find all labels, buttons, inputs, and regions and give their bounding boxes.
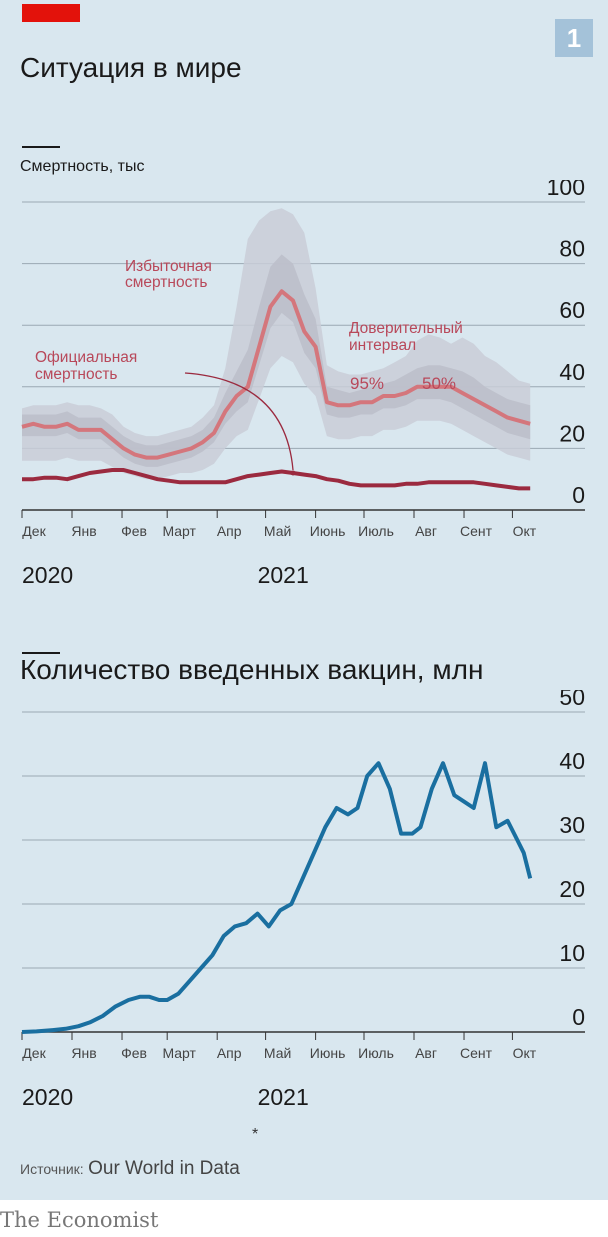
- brand-red-bar: [22, 4, 80, 22]
- chart-2-x-tick-label: Июнь: [310, 1045, 346, 1061]
- interval-annotation-line-2: интервал: [349, 337, 416, 354]
- chart-1-x-tick-label: Окт: [513, 523, 537, 539]
- chart-2-y-tick-label: 30: [559, 812, 585, 838]
- chart-2-y-tick-label: 40: [559, 748, 585, 774]
- chart-1-x-tick-label: Авг: [415, 523, 437, 539]
- official-mortality-line: [22, 468, 531, 491]
- chart-1-year-label: 2021: [258, 562, 309, 588]
- chart-panel: 1 Ситуация в мире Смертность, тыс 0 20 40 6…: [0, 0, 608, 1200]
- ci95-label: 95%: [350, 374, 384, 393]
- source-note: Источник: Our World in Data: [20, 1158, 240, 1180]
- chart-1-y-tick-label: 100: [547, 180, 585, 200]
- chart-2-x-tick-label: Май: [264, 1045, 291, 1061]
- chart-1-y-tick-label: 80: [559, 236, 585, 262]
- chart-1-y-axis-label: Смертность, тыс: [20, 158, 145, 175]
- chart-1-y-tick-label: 0: [572, 482, 585, 508]
- chart-1-label-rule: [22, 146, 60, 148]
- chart-2-y-tick-label: 10: [559, 940, 585, 966]
- chart-2-y-tick-label: 20: [559, 876, 585, 902]
- chart-2-vaccines: 0 10 20 30 40 50 Дек Янв Фев Март Апр Май Июнь Июль Ав…: [21, 690, 585, 1110]
- official-leader-line: [184, 372, 294, 471]
- interval-annotation-line-1: Доверительный: [349, 320, 463, 337]
- chart-2-x-tick-label: Дек: [22, 1045, 46, 1061]
- chart-2-year-label: 2021: [258, 1084, 309, 1110]
- chart-1-x-tick-label: Янв: [71, 523, 96, 539]
- chart-1-x-tick-label: Дек: [22, 523, 46, 539]
- chart-2-x-tick-label: Апр: [217, 1045, 242, 1061]
- chart-2-title: Количество введенных вакцин, млн: [20, 654, 484, 685]
- chart-number-badge: 1: [555, 19, 593, 57]
- chart-1-mortality: 0 20 40 60 80 100 Дек Янв Фев Март Апр Май Июнь Июль А…: [21, 180, 585, 588]
- chart-2-x-tick-label: Март: [162, 1045, 196, 1061]
- chart-1-x-tick-label: Сент: [460, 523, 493, 539]
- excess-mortality-line: [21, 289, 531, 460]
- vaccines-line: [21, 761, 533, 1034]
- official-annotation-line-1: Официальная: [35, 349, 137, 366]
- chart-2-year-label: 2020: [22, 1084, 73, 1110]
- brand-wordmark: The Economist: [0, 1208, 159, 1232]
- chart-2-x-tick-label: Янв: [71, 1045, 96, 1061]
- chart-1-y-tick-label: 60: [559, 297, 585, 323]
- chart-1-x-tick-label: Фев: [121, 523, 147, 539]
- chart-2-x-tick-label: Фев: [121, 1045, 147, 1061]
- chart-2-x-tick-label: Авг: [415, 1045, 437, 1061]
- chart-2-y-tick-label: 0: [572, 1004, 585, 1030]
- footnote-asterisk: *: [252, 1126, 259, 1143]
- chart-1-x-tick-label: Июль: [358, 523, 394, 539]
- chart-1-x-tick-label: Июнь: [310, 523, 346, 539]
- official-annotation-line-2: смертность: [35, 366, 118, 383]
- chart-2-x-tick-label: Сент: [460, 1045, 493, 1061]
- source-label: Источник:: [20, 1161, 84, 1177]
- chart-1-x-tick-label: Март: [162, 523, 196, 539]
- chart-1-x-tick-label: Май: [264, 523, 291, 539]
- chart-2-title-rule: [22, 652, 60, 654]
- chart-1-x-tick-label: Апр: [217, 523, 242, 539]
- chart-1-y-tick-label: 20: [559, 420, 585, 446]
- chart-2-y-tick-label: 50: [559, 690, 585, 710]
- excess-annotation-line-2: смертность: [125, 274, 208, 291]
- chart-2-x-tick-label: Июль: [358, 1045, 394, 1061]
- excess-annotation-line-1: Избыточная: [125, 258, 212, 275]
- chart-1-y-tick-label: 40: [559, 359, 585, 385]
- chart-2-x-tick-label: Окт: [513, 1045, 537, 1061]
- source-value: Our World in Data: [88, 1158, 240, 1179]
- chart-1-title: Ситуация в мире: [20, 52, 242, 83]
- ci50-label: 50%: [422, 374, 456, 393]
- ci95-band: [22, 208, 531, 480]
- chart-1-year-label: 2020: [22, 562, 73, 588]
- official-leader-dot: [290, 470, 296, 476]
